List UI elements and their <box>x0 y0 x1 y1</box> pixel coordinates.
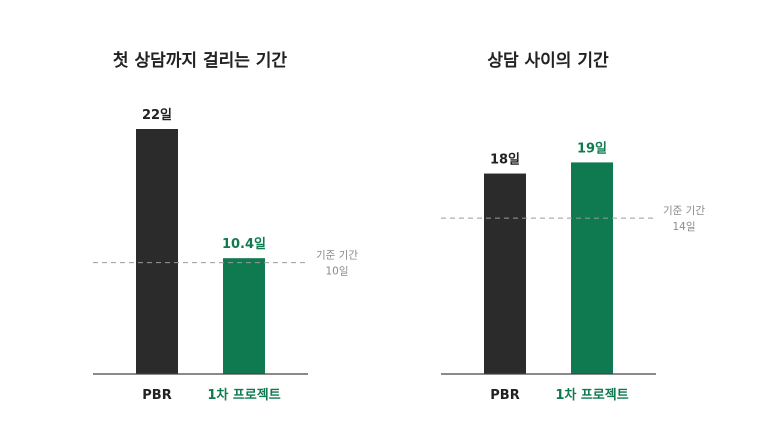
bar-value-label: 18일 <box>490 153 520 168</box>
bar-pbr <box>484 173 526 374</box>
category-label: PBR <box>142 388 171 403</box>
category-label: PBR <box>490 388 519 403</box>
reference-label-title: 기준 기간 <box>663 205 705 217</box>
bar-project <box>223 258 265 374</box>
chart-panel-1: 첫 상담까지 걸리는 기간 22일 PBR 10.4일 1차 프로젝트 기준 기간 10일 <box>93 50 358 403</box>
bar-value-label: 19일 <box>577 141 607 156</box>
bar-value-label: 22일 <box>142 108 172 123</box>
reference-label-title: 기준 기간 <box>316 250 358 262</box>
bar-pbr <box>136 129 178 374</box>
bar-project <box>571 162 613 374</box>
bar-value-label: 10.4일 <box>222 237 266 252</box>
reference-label-value: 14일 <box>672 220 695 233</box>
category-label: 1차 프로젝트 <box>555 387 628 403</box>
chart-panel-2: 상담 사이의 기간 18일 PBR 19일 1차 프로젝트 기준 기간 14일 <box>441 51 705 403</box>
chart-title: 첫 상담까지 걸리는 기간 <box>113 50 288 71</box>
reference-label-value: 10일 <box>325 265 348 278</box>
category-label: 1차 프로젝트 <box>207 387 280 403</box>
chart-title: 상담 사이의 기간 <box>487 51 609 71</box>
